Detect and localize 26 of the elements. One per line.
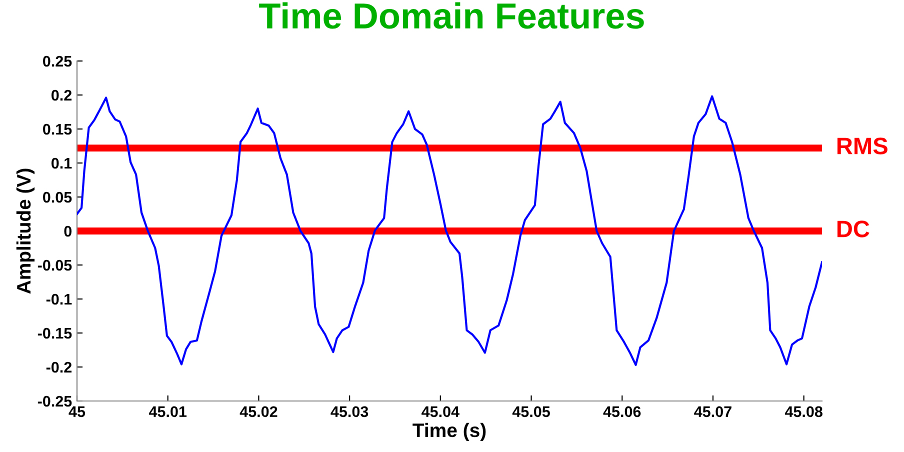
x-tick-label: 45.01 (148, 406, 187, 418)
x-tick-label: 45.03 (330, 406, 368, 418)
y-tick-label: -0.25 (38, 396, 72, 407)
x-tick-label: 45.02 (240, 406, 278, 418)
x-tick-label: 45.08 (784, 406, 822, 418)
y-tick-label: -0.15 (38, 328, 72, 339)
y-tick-label: -0.05 (38, 260, 72, 271)
y-tick-label: 0.25 (43, 56, 72, 67)
y-axis-title: Amplitude (V) (16, 168, 35, 294)
y-tick-label: 0.1 (52, 158, 72, 169)
x-axis-title: Time (s) (412, 422, 486, 442)
x-tick-label: 45.06 (603, 406, 641, 418)
x-tick-label: 45.04 (422, 406, 460, 418)
ref-line-label: RMS (837, 138, 888, 154)
line-series (77, 95, 822, 366)
x-tick-label: 45 (68, 406, 86, 418)
ref-line-label: DC (837, 220, 870, 238)
y-tick-label: -0.2 (46, 362, 72, 373)
chart-title: Time Domain Features (259, 2, 644, 29)
x-tick-label: 45.07 (694, 406, 732, 418)
y-tick-label: 0.05 (43, 192, 72, 203)
y-tick-label: 0 (64, 226, 72, 237)
y-tick-label: 0.15 (43, 124, 72, 135)
y-tick-label: -0.1 (46, 294, 72, 305)
y-tick-label: 0.2 (52, 90, 72, 101)
x-tick-label: 45.05 (512, 406, 550, 418)
